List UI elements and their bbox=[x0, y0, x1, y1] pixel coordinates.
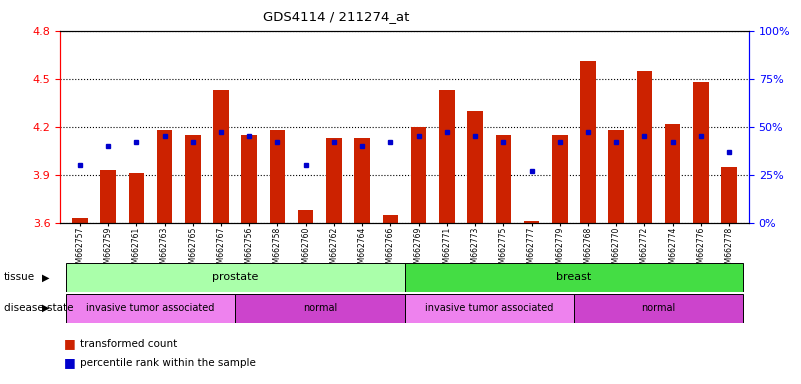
Bar bbox=[439, 90, 455, 223]
Bar bbox=[609, 130, 624, 223]
Bar bbox=[405, 294, 574, 323]
Bar bbox=[383, 215, 398, 223]
Bar bbox=[354, 138, 370, 223]
Text: invasive tumor associated: invasive tumor associated bbox=[425, 303, 553, 313]
Bar bbox=[574, 294, 743, 323]
Text: invasive tumor associated: invasive tumor associated bbox=[87, 303, 215, 313]
Bar bbox=[241, 135, 257, 223]
Text: ▶: ▶ bbox=[42, 303, 49, 313]
Bar bbox=[235, 294, 405, 323]
Bar bbox=[185, 135, 200, 223]
Text: prostate: prostate bbox=[212, 272, 258, 283]
Bar bbox=[66, 294, 235, 323]
Text: normal: normal bbox=[642, 303, 676, 313]
Text: normal: normal bbox=[303, 303, 337, 313]
Bar bbox=[100, 170, 116, 223]
Bar bbox=[665, 124, 681, 223]
Bar bbox=[524, 221, 539, 223]
Bar bbox=[637, 71, 652, 223]
Bar bbox=[722, 167, 737, 223]
Bar bbox=[298, 210, 313, 223]
Bar bbox=[66, 263, 405, 292]
Text: transformed count: transformed count bbox=[80, 339, 177, 349]
Text: breast: breast bbox=[556, 272, 591, 283]
Bar bbox=[128, 173, 144, 223]
Text: ■: ■ bbox=[64, 337, 76, 350]
Bar bbox=[157, 130, 172, 223]
Bar bbox=[72, 218, 87, 223]
Bar bbox=[693, 82, 709, 223]
Bar bbox=[405, 263, 743, 292]
Bar bbox=[411, 127, 426, 223]
Bar bbox=[467, 111, 483, 223]
Bar bbox=[496, 135, 511, 223]
Bar bbox=[580, 61, 596, 223]
Bar bbox=[213, 90, 229, 223]
Bar bbox=[270, 130, 285, 223]
Text: ■: ■ bbox=[64, 356, 76, 369]
Text: ▶: ▶ bbox=[42, 272, 49, 283]
Text: percentile rank within the sample: percentile rank within the sample bbox=[80, 358, 256, 368]
Bar bbox=[552, 135, 568, 223]
Text: GDS4114 / 211274_at: GDS4114 / 211274_at bbox=[264, 10, 409, 23]
Text: tissue: tissue bbox=[4, 272, 35, 283]
Text: disease state: disease state bbox=[4, 303, 74, 313]
Bar bbox=[326, 138, 342, 223]
